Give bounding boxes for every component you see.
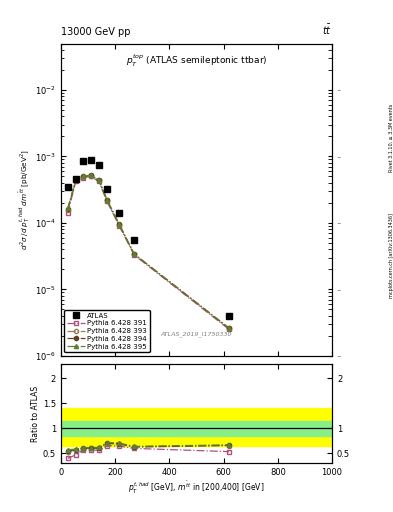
Pythia 6.428 391 bbox=[132, 252, 136, 258]
Text: 13000 GeV pp: 13000 GeV pp bbox=[61, 27, 130, 37]
Pythia 6.428 394 bbox=[105, 197, 109, 203]
Pythia 6.428 394 bbox=[65, 206, 70, 212]
Pythia 6.428 395 bbox=[105, 197, 109, 203]
Pythia 6.428 395 bbox=[227, 325, 231, 331]
Text: $p_T^{top}$ (ATLAS semileptonic ttbar): $p_T^{top}$ (ATLAS semileptonic ttbar) bbox=[126, 53, 267, 69]
Pythia 6.428 391 bbox=[105, 199, 109, 205]
Pythia 6.428 391 bbox=[97, 178, 101, 184]
Line: Pythia 6.428 395: Pythia 6.428 395 bbox=[66, 173, 231, 330]
Pythia 6.428 395 bbox=[65, 205, 70, 211]
ATLAS bbox=[80, 158, 85, 164]
Line: Pythia 6.428 391: Pythia 6.428 391 bbox=[66, 175, 231, 331]
Pythia 6.428 394 bbox=[73, 177, 78, 183]
Pythia 6.428 394 bbox=[80, 174, 85, 180]
ATLAS bbox=[227, 313, 231, 319]
Pythia 6.428 393 bbox=[80, 174, 85, 180]
Pythia 6.428 395 bbox=[73, 177, 78, 183]
ATLAS bbox=[73, 177, 78, 183]
Pythia 6.428 394 bbox=[117, 221, 121, 227]
Pythia 6.428 394 bbox=[97, 177, 101, 183]
Pythia 6.428 391 bbox=[88, 174, 93, 180]
ATLAS bbox=[132, 237, 136, 243]
ATLAS bbox=[65, 184, 70, 190]
ATLAS bbox=[97, 162, 101, 168]
Pythia 6.428 394 bbox=[132, 251, 136, 257]
Y-axis label: Ratio to ATLAS: Ratio to ATLAS bbox=[31, 386, 40, 441]
Pythia 6.428 393 bbox=[97, 177, 101, 183]
Pythia 6.428 393 bbox=[88, 173, 93, 179]
Pythia 6.428 393 bbox=[117, 222, 121, 228]
Pythia 6.428 393 bbox=[132, 251, 136, 258]
Pythia 6.428 395 bbox=[97, 177, 101, 183]
Pythia 6.428 391 bbox=[227, 326, 231, 332]
ATLAS bbox=[117, 210, 121, 216]
Line: ATLAS: ATLAS bbox=[65, 157, 232, 318]
Pythia 6.428 393 bbox=[73, 177, 78, 183]
Pythia 6.428 393 bbox=[65, 207, 70, 214]
Pythia 6.428 395 bbox=[117, 221, 121, 227]
Pythia 6.428 395 bbox=[80, 173, 85, 179]
Pythia 6.428 393 bbox=[227, 326, 231, 332]
ATLAS bbox=[88, 157, 93, 163]
Text: ATLAS_2019_I1750330: ATLAS_2019_I1750330 bbox=[161, 331, 232, 337]
Pythia 6.428 393 bbox=[105, 197, 109, 203]
Y-axis label: $d^2\sigma\,/\,d\,p_T^{t,had}\,d\,m^{\bar{t}t}$ [pb/GeV$^2$]: $d^2\sigma\,/\,d\,p_T^{t,had}\,d\,m^{\ba… bbox=[18, 149, 32, 250]
Pythia 6.428 395 bbox=[88, 172, 93, 178]
Pythia 6.428 394 bbox=[227, 325, 231, 331]
Pythia 6.428 391 bbox=[73, 178, 78, 184]
Pythia 6.428 394 bbox=[88, 172, 93, 178]
Pythia 6.428 391 bbox=[80, 175, 85, 181]
Line: Pythia 6.428 393: Pythia 6.428 393 bbox=[66, 174, 231, 331]
Pythia 6.428 395 bbox=[132, 251, 136, 257]
Legend: ATLAS, Pythia 6.428 391, Pythia 6.428 393, Pythia 6.428 394, Pythia 6.428 395: ATLAS, Pythia 6.428 391, Pythia 6.428 39… bbox=[64, 310, 150, 352]
ATLAS bbox=[105, 186, 109, 193]
Line: Pythia 6.428 394: Pythia 6.428 394 bbox=[66, 173, 231, 330]
Text: mcplots.cern.ch [arXiv:1306.3436]: mcplots.cern.ch [arXiv:1306.3436] bbox=[389, 214, 393, 298]
Pythia 6.428 391 bbox=[65, 210, 70, 216]
X-axis label: $p_T^{t,had}$ [GeV], $m^{\bar{t}t}$ in [200,400] [GeV]: $p_T^{t,had}$ [GeV], $m^{\bar{t}t}$ in [… bbox=[128, 480, 265, 496]
Text: $t\bar{t}$: $t\bar{t}$ bbox=[322, 23, 332, 37]
Text: Rivet 3.1.10, ≥ 3.3M events: Rivet 3.1.10, ≥ 3.3M events bbox=[389, 104, 393, 173]
Pythia 6.428 391 bbox=[117, 223, 121, 229]
